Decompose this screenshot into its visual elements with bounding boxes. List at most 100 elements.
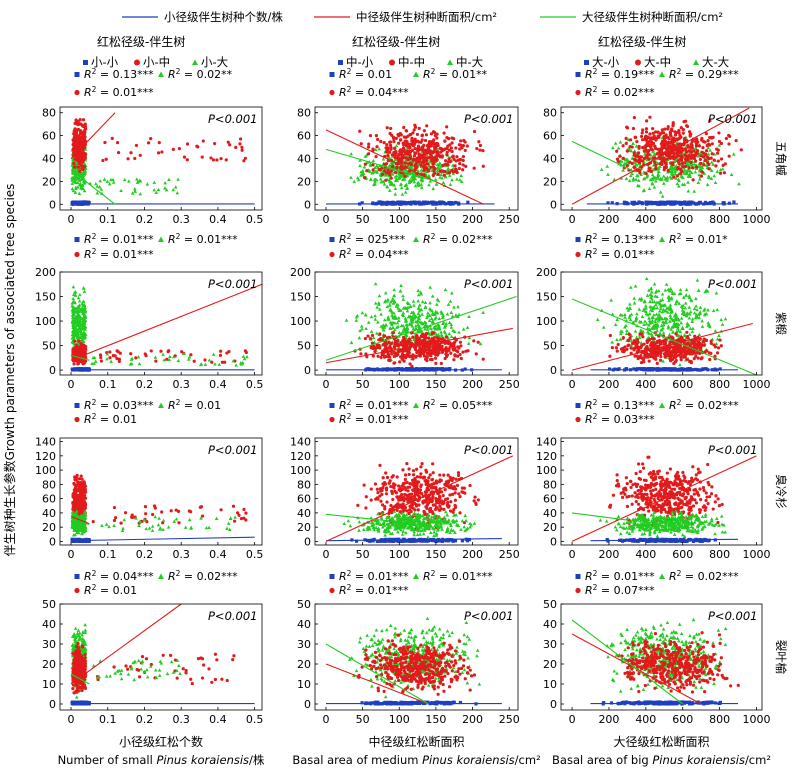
point-big	[379, 324, 384, 328]
point-medium	[374, 134, 379, 138]
r2-marker-medium	[575, 89, 581, 96]
point-big	[72, 312, 76, 317]
point-medium	[83, 124, 87, 128]
point-medium	[637, 168, 641, 173]
point-big	[198, 362, 203, 367]
point-medium	[382, 354, 387, 358]
point-big	[679, 174, 684, 178]
x-tick-label: 200	[462, 213, 483, 226]
point-big	[437, 316, 442, 321]
point-big	[702, 308, 706, 312]
point-medium	[226, 140, 230, 144]
point-big	[697, 332, 702, 337]
point-big	[656, 176, 660, 180]
point-big	[656, 173, 660, 177]
point-big	[650, 181, 655, 185]
point-medium	[641, 159, 645, 163]
point-medium	[422, 354, 426, 358]
point-medium	[426, 147, 430, 151]
point-big	[705, 182, 710, 187]
point-big	[213, 362, 217, 366]
point-big	[670, 289, 675, 294]
point-big	[647, 323, 651, 327]
point-medium	[690, 153, 694, 157]
p-value-label: P<0.001	[464, 112, 514, 126]
point-small	[665, 201, 669, 205]
point-medium	[436, 154, 440, 158]
point-medium	[401, 147, 405, 151]
p-value-label: P<0.001	[708, 112, 758, 126]
point-medium	[672, 154, 676, 158]
point-big	[635, 311, 639, 316]
point-medium	[724, 136, 728, 141]
point-big	[398, 176, 402, 180]
point-big	[651, 326, 655, 331]
point-big	[629, 343, 634, 347]
point-big	[650, 290, 654, 294]
point-medium	[695, 149, 700, 153]
point-medium	[727, 154, 731, 158]
point-medium	[694, 159, 698, 163]
point-big	[439, 164, 444, 168]
point-big	[419, 182, 424, 186]
point-big	[78, 292, 82, 297]
point-big	[404, 319, 408, 323]
point-big	[410, 169, 415, 174]
point-medium	[82, 165, 87, 169]
point-big	[447, 173, 452, 177]
point-medium	[115, 356, 119, 361]
point-big	[386, 315, 391, 319]
point-medium	[400, 357, 404, 361]
point-big	[628, 305, 632, 310]
point-big	[677, 292, 682, 296]
point-big	[153, 355, 158, 359]
point-medium	[75, 119, 80, 124]
point-medium	[660, 160, 664, 165]
point-medium	[650, 147, 654, 152]
point-medium	[403, 174, 407, 178]
point-big	[424, 169, 429, 174]
y-tick-label: 20	[543, 175, 557, 188]
point-medium	[388, 131, 392, 136]
point-big	[595, 317, 600, 322]
point-medium	[669, 161, 673, 165]
point-big	[187, 355, 192, 359]
point-big	[399, 323, 404, 327]
point-big	[647, 318, 652, 323]
point-medium	[404, 135, 408, 139]
point-medium	[453, 353, 457, 358]
point-medium	[437, 346, 441, 350]
point-medium	[625, 149, 630, 153]
point-medium	[78, 169, 82, 173]
point-medium	[227, 350, 231, 354]
point-medium	[413, 147, 417, 151]
point-medium	[149, 137, 153, 141]
point-medium	[701, 146, 705, 150]
point-medium	[365, 169, 369, 173]
point-big	[443, 323, 448, 327]
point-medium	[632, 115, 636, 120]
point-medium	[80, 123, 85, 128]
point-big	[175, 191, 180, 195]
point-medium	[435, 132, 439, 136]
point-big	[79, 330, 83, 334]
x-tick-label: 0.1	[99, 378, 117, 391]
point-medium	[707, 142, 711, 146]
point-small	[463, 367, 467, 371]
point-medium	[637, 146, 641, 150]
point-big	[406, 305, 410, 309]
point-medium	[177, 147, 181, 151]
point-small	[423, 201, 428, 205]
point-small	[632, 200, 637, 204]
point-big	[396, 345, 401, 349]
point-medium	[666, 169, 670, 173]
point-medium	[672, 175, 676, 179]
point-medium	[644, 143, 649, 147]
point-big	[706, 323, 711, 327]
point-medium	[653, 160, 657, 165]
point-medium	[674, 130, 679, 135]
point-medium	[450, 149, 454, 154]
point-big	[414, 326, 418, 330]
point-big	[73, 321, 77, 325]
point-big	[702, 313, 707, 317]
